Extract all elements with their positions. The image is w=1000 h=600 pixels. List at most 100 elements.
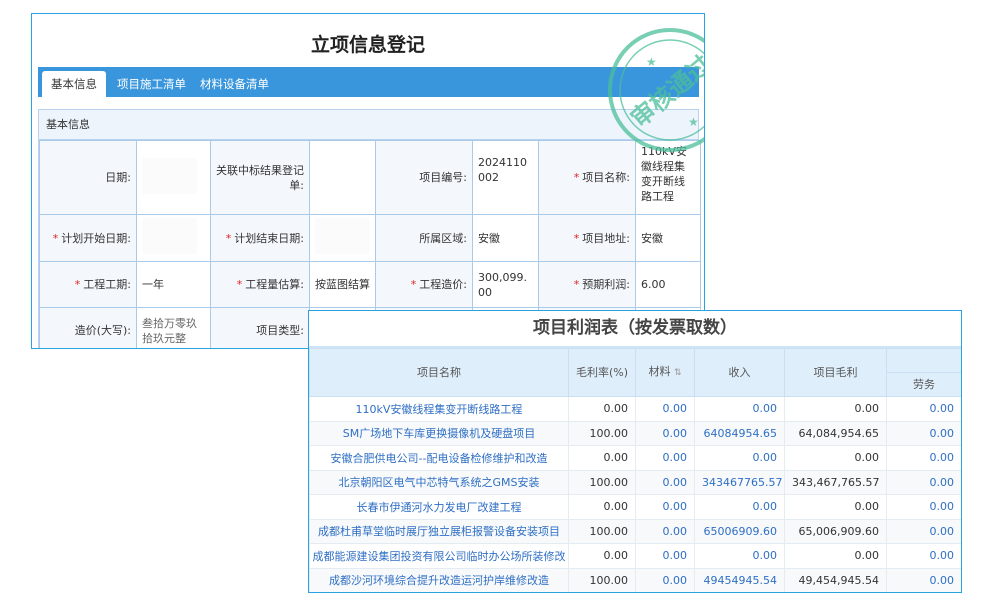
table-row[interactable]: 长春市伊通河水力发电厂改建工程 0.00 0.00 0.00 0.00 0.00 [309,494,961,520]
cell-income[interactable]: 0.00 [694,543,785,569]
profit-table: 项目名称 毛利率(%) 材料 ⇅ 收入 项目毛利 劳务 110kV安徽线程集变开… [309,348,961,592]
page-title: 立项信息登记 [310,34,425,56]
address-value: 安徽 [635,214,701,262]
col-header-gross-profit[interactable]: 项目毛利 [784,348,887,397]
date-label: 日期: [39,140,137,215]
cell-material[interactable]: 0.00 [635,518,695,544]
cell-income[interactable]: 0.00 [694,445,785,471]
plan-end-label: * 计划结束日期: [210,214,310,262]
cell-material[interactable]: 0.00 [635,396,695,422]
cell-material[interactable]: 0.00 [635,567,695,592]
cell-income[interactable]: 49454945.54 [694,567,785,592]
quantity-est-label: * 工程量估算: [210,261,310,308]
cell-labor[interactable]: 0.00 [886,469,961,495]
sort-icon[interactable]: ⇅ [673,368,682,378]
cell-name[interactable]: 长春市伊通河水力发电厂改建工程 [309,494,569,520]
table-row[interactable]: 成都杜甫草堂临时展厅独立展柜报警设备安装项目 100.00 0.00 65006909… [309,518,961,544]
cell-name[interactable]: 110kV安徽线程集变开断线路工程 [309,396,569,422]
cell-labor[interactable]: 0.00 [886,518,961,544]
cell-labor[interactable]: 0.00 [886,494,961,520]
region-value: 安徽 [472,214,539,262]
profit-label: * 预期利润: [538,261,636,308]
cell-income[interactable]: 0.00 [694,396,785,422]
cell-material[interactable]: 0.00 [635,445,695,471]
tab-bar: 基本信息 项目施工清单 材料设备清单 [38,67,699,97]
cell-gross-profit: 0.00 [784,445,887,471]
cell-margin: 0.00 [568,543,636,569]
cell-labor[interactable]: 0.00 [886,420,961,446]
cost-words-value: 叁拾万零玖拾玖元整 [136,307,211,348]
col-header-margin[interactable]: 毛利率(%) [568,348,636,397]
cell-gross-profit: 0.00 [784,494,887,520]
duration-label: * 工程工期: [39,261,137,308]
plan-end-field[interactable] [309,214,376,262]
cell-name[interactable]: 安徽合肥供电公司--配电设备检修维护和改造 [309,445,569,471]
project-type-label: 项目类型: [210,307,310,348]
cell-gross-profit: 343,467,765.57 [784,469,887,495]
table-row[interactable]: 成都沙河环境综合提升改造运河护岸维修改造 100.00 0.00 49454945.5… [309,567,961,592]
cell-material[interactable]: 0.00 [635,543,695,569]
cell-material[interactable]: 0.00 [635,469,695,495]
cost-label: * 工程造价: [375,261,473,308]
svg-text:★: ★ [646,55,657,69]
bid-result-field[interactable] [309,140,376,215]
cell-income[interactable]: 65006909.60 [694,518,785,544]
col-header-income[interactable]: 收入 [694,348,785,397]
date-field[interactable] [136,140,211,215]
cell-name[interactable]: SM广场地下车库更换摄像机及硬盘项目 [309,420,569,446]
table-row[interactable]: 安徽合肥供电公司--配电设备检修维护和改造 0.00 0.00 0.00 0.00 0.0… [309,445,961,471]
profit-table-title: 项目利润表（按发票取数） [309,311,961,348]
cell-margin: 0.00 [568,396,636,422]
col-header-material[interactable]: 材料 ⇅ [635,348,695,397]
tab-construction-list[interactable]: 项目施工清单 [117,77,186,91]
cell-material[interactable]: 0.00 [635,420,695,446]
cell-material[interactable]: 0.00 [635,494,695,520]
table-row[interactable]: 110kV安徽线程集变开断线路工程 0.00 0.00 0.00 0.00 0.00 [309,396,961,422]
quantity-est-value: 按蓝图结算 [309,261,376,308]
approved-stamp: 审核通过 ★★ [608,28,704,152]
profit-value: 6.00 [635,261,701,308]
cell-name[interactable]: 成都杜甫草堂临时展厅独立展柜报警设备安装项目 [309,518,569,544]
cost-words-label: 造价(大写): [39,307,137,348]
col-header-labor[interactable]: 劳务 [886,372,961,397]
cell-margin: 100.00 [568,567,636,592]
cell-labor[interactable]: 0.00 [886,543,961,569]
project-name-label: * 项目名称: [538,140,636,215]
svg-text:★: ★ [688,115,699,129]
cell-margin: 100.00 [568,469,636,495]
cell-gross-profit: 0.00 [784,543,887,569]
cell-gross-profit: 0.00 [784,396,887,422]
table-row[interactable]: 成都能源建设集团投资有限公司临时办公场所装修改 0.00 0.00 0.00 0.00 0… [309,543,961,569]
profit-table-window: 项目利润表（按发票取数） 项目名称 毛利率(%) 材料 ⇅ 收入 项目毛利 劳务… [308,310,962,593]
cell-margin: 100.00 [568,518,636,544]
col-header-name[interactable]: 项目名称 [309,348,569,397]
cell-income[interactable]: 343467765.57 [694,469,785,495]
section-title: 基本信息 [39,110,698,140]
cell-margin: 100.00 [568,420,636,446]
tab-material-list[interactable]: 材料设备清单 [200,77,269,91]
cell-labor[interactable]: 0.00 [886,396,961,422]
cost-value: 300,099.00 [472,261,539,308]
cell-gross-profit: 65,006,909.60 [784,518,887,544]
cell-margin: 0.00 [568,494,636,520]
table-row[interactable]: 北京朝阳区电气中芯特气系统之GMS安装 100.00 0.00 343467765.5… [309,469,961,495]
tab-basic-info[interactable]: 基本信息 [42,71,106,97]
cell-income[interactable]: 64084954.65 [694,420,785,446]
cell-margin: 0.00 [568,445,636,471]
duration-value: 一年 [136,261,211,308]
cell-income[interactable]: 0.00 [694,494,785,520]
table-row[interactable]: SM广场地下车库更换摄像机及硬盘项目 100.00 0.00 64084954.65 6… [309,420,961,446]
plan-start-field[interactable] [136,214,211,262]
project-name-value: 110kV安徽线程集变开断线路工程 [635,140,701,215]
address-label: * 项目地址: [538,214,636,262]
cell-labor[interactable]: 0.00 [886,445,961,471]
cell-name[interactable]: 成都沙河环境综合提升改造运河护岸维修改造 [309,567,569,592]
cell-gross-profit: 64,084,954.65 [784,420,887,446]
project-registration-window: 立项信息登记 基本信息 项目施工清单 材料设备清单 基本信息 日期: 关联中标结… [31,13,705,349]
region-label: 所属区域: [375,214,473,262]
cell-name[interactable]: 北京朝阳区电气中芯特气系统之GMS安装 [309,469,569,495]
cell-labor[interactable]: 0.00 [886,567,961,592]
cell-name[interactable]: 成都能源建设集团投资有限公司临时办公场所装修改 [309,543,569,569]
project-no-value: 2024110002 [472,140,539,215]
plan-start-label: * 计划开始日期: [39,214,137,262]
